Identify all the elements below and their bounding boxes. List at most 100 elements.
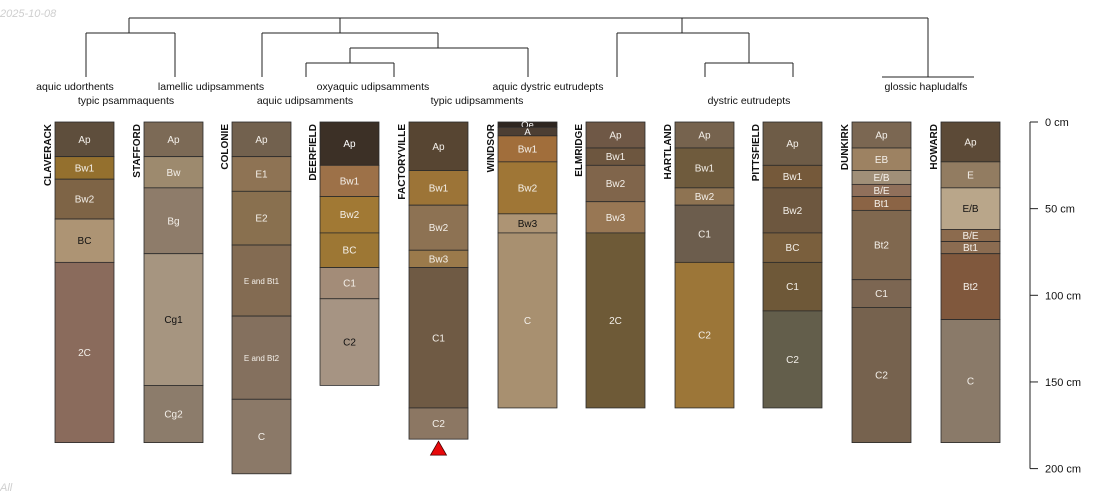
horizon-label: Ap: [786, 139, 799, 150]
taxon-label: glossic hapludalfs: [885, 81, 968, 93]
horizon-block: [231, 315, 292, 400]
horizon-label: Ap: [167, 135, 180, 146]
horizon-label: E2: [255, 214, 268, 225]
horizon-label: Bw1: [695, 163, 715, 174]
profile-name-label: STAFFORD: [132, 124, 143, 178]
horizon-block: [231, 190, 292, 246]
profile-name-label: COLONIE: [220, 124, 231, 170]
horizon-label: E and Bt2: [244, 354, 280, 363]
horizon-label: Bt1: [963, 243, 978, 254]
horizon-block: [674, 261, 735, 409]
horizon-label: Bw3: [429, 254, 449, 265]
horizon-label: Bw1: [518, 144, 538, 155]
horizon-label: Bw2: [695, 192, 715, 203]
taxon-label: aquic dystric eutrudepts: [493, 81, 604, 93]
horizon-block: [762, 121, 823, 166]
horizon-block: [54, 261, 115, 444]
horizon-block: [231, 244, 292, 317]
depth-axis-label: 200 cm: [1045, 464, 1081, 476]
horizon-label: Bt2: [963, 282, 978, 293]
depth-axis-label: 50 cm: [1045, 204, 1075, 216]
horizon-label: Ap: [609, 130, 622, 141]
taxon-label: typic udipsamments: [431, 95, 524, 107]
profile-name-label: WINDSOR: [486, 123, 497, 172]
horizon-block: [54, 218, 115, 263]
horizon-block: [231, 121, 292, 158]
horizon-label: C: [967, 377, 974, 388]
horizon-label: C2: [432, 419, 445, 430]
horizon-block: [940, 187, 1001, 230]
horizon-block: [497, 232, 558, 409]
horizon-block: [585, 164, 646, 203]
horizon-block: [54, 178, 115, 220]
horizon-label: Bw2: [518, 183, 538, 194]
horizon-label: C1: [432, 333, 445, 344]
horizon-label: BC: [786, 243, 800, 254]
horizon-block: [408, 121, 469, 171]
horizon-block: [408, 267, 469, 409]
horizon-label: Bg: [167, 216, 179, 227]
taxon-label: typic psammaquents: [78, 95, 174, 107]
horizon-block: [231, 398, 292, 475]
horizon-label: Ap: [875, 130, 888, 141]
horizon-label: C1: [343, 279, 356, 290]
profile-name-label: ELMRIDGE: [574, 124, 585, 177]
horizon-label: Bw: [167, 168, 182, 179]
profile-name-label: CLAVERACK: [43, 123, 54, 186]
footnote-text: All: [0, 482, 13, 494]
depth-axis-label: 0 cm: [1045, 117, 1069, 129]
marker-triangle-icon: [429, 440, 448, 456]
horizon-label: Oe: [521, 120, 534, 131]
horizon-label: C1: [698, 229, 711, 240]
horizon-block: [940, 121, 1001, 163]
horizon-label: A: [524, 127, 531, 138]
horizon-label: Bw2: [429, 223, 449, 234]
horizon-label: Bw1: [606, 152, 626, 163]
horizon-block: [674, 204, 735, 263]
taxon-label: dystric eutrudepts: [708, 95, 791, 107]
horizon-block: [940, 161, 1001, 189]
profile-name-label: DEERFIELD: [308, 124, 319, 181]
horizon-block: [143, 187, 204, 255]
horizon-block: [585, 232, 646, 409]
horizon-label: C1: [786, 282, 799, 293]
horizon-label: E and Bt1: [244, 277, 280, 286]
horizon-label: B/E: [873, 186, 889, 197]
horizon-label: E/B: [962, 204, 978, 215]
horizon-label: E1: [255, 169, 268, 180]
horizon-block: [143, 385, 204, 444]
horizon-block: [497, 161, 558, 215]
depth-axis-label: 150 cm: [1045, 377, 1081, 389]
horizon-label: C2: [698, 331, 711, 342]
depth-axis-label: 100 cm: [1045, 290, 1081, 302]
horizon-block: [762, 310, 823, 409]
horizon-block: [851, 307, 912, 444]
horizon-label: Cg2: [164, 410, 183, 421]
horizon-label: Bw1: [429, 183, 449, 194]
horizon-label: Bw3: [518, 219, 538, 230]
horizon-block: [762, 261, 823, 312]
horizon-label: BC: [78, 236, 92, 247]
horizon-block: [497, 135, 558, 163]
date-stamp: 2025-10-08: [0, 8, 57, 20]
horizon-label: B/E: [962, 231, 978, 242]
taxon-label: oxyaquic udipsamments: [317, 81, 430, 93]
profile-name-label: FACTORYVILLE: [397, 124, 408, 200]
horizon-block: [143, 121, 204, 158]
horizon-label: Bw1: [75, 163, 95, 174]
horizon-label: Bw1: [340, 176, 360, 187]
horizon-block: [585, 121, 646, 149]
taxon-label: lamellic udipsamments: [158, 81, 264, 93]
horizon-block: [408, 407, 469, 440]
horizon-label: Bw1: [783, 172, 803, 183]
horizon-label: C2: [875, 371, 888, 382]
horizon-block: [408, 170, 469, 206]
horizon-label: Bw3: [606, 213, 626, 224]
profile-name-label: PITTSFIELD: [751, 124, 762, 181]
horizon-label: Ap: [255, 135, 268, 146]
horizon-label: Bt2: [874, 241, 889, 252]
horizon-label: Bt1: [874, 199, 889, 210]
horizon-label: Ap: [698, 130, 711, 141]
horizon-label: C2: [343, 338, 356, 349]
horizon-block: [408, 204, 469, 251]
